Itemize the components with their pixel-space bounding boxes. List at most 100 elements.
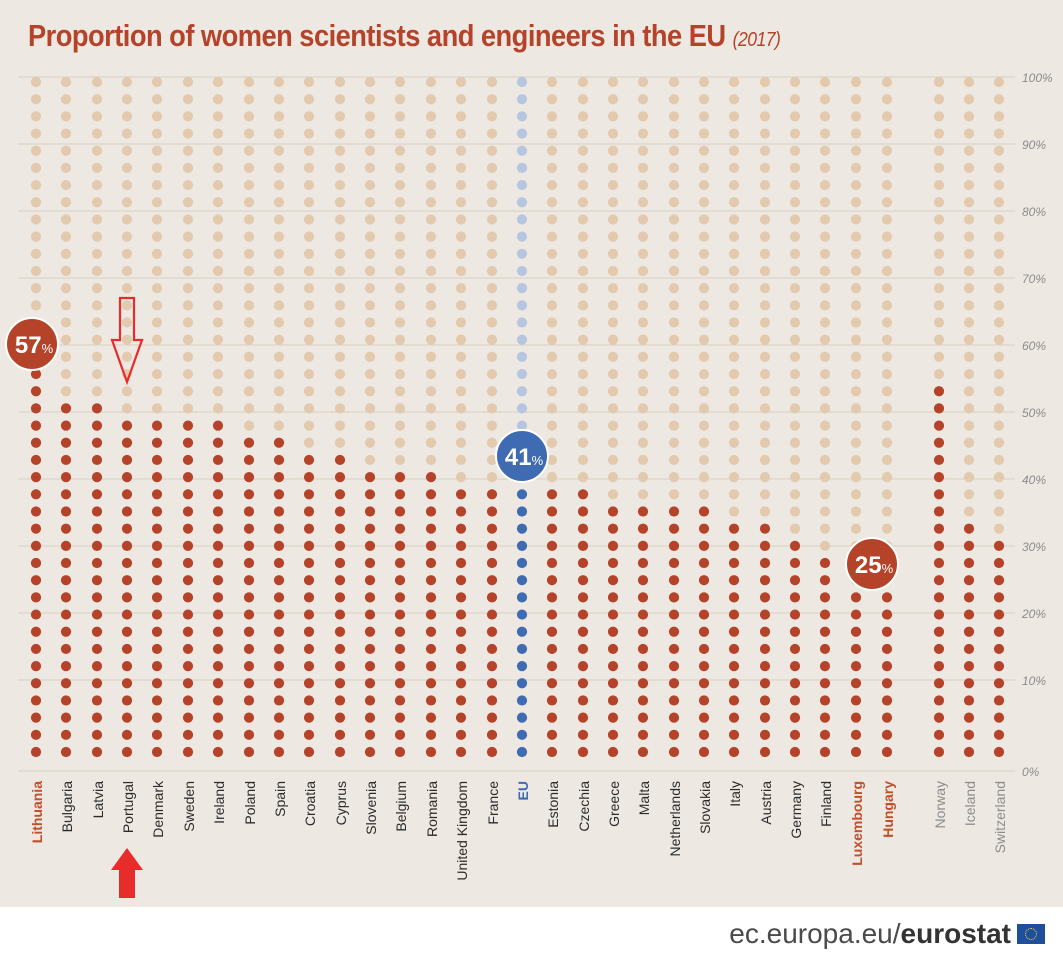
dot-empty bbox=[364, 76, 376, 88]
dot-filled bbox=[759, 626, 771, 637]
dot-filled bbox=[303, 575, 315, 586]
dot-empty bbox=[516, 283, 528, 294]
dot-filled bbox=[151, 729, 163, 740]
dot-filled bbox=[182, 523, 194, 534]
dot-empty bbox=[819, 317, 831, 328]
dot-empty bbox=[182, 76, 194, 88]
dot-empty bbox=[577, 111, 589, 122]
dot-empty bbox=[881, 111, 893, 122]
dot-filled bbox=[394, 661, 406, 672]
dot-filled bbox=[182, 609, 194, 620]
dot-empty bbox=[789, 506, 801, 517]
dot-empty bbox=[91, 283, 103, 294]
dot-empty bbox=[577, 248, 589, 259]
dot-empty bbox=[486, 214, 498, 225]
dot-empty bbox=[303, 420, 315, 431]
dot-filled bbox=[151, 626, 163, 637]
dot-empty bbox=[759, 111, 771, 122]
dot-filled bbox=[212, 472, 224, 483]
dot-empty bbox=[243, 351, 255, 362]
dot-empty bbox=[789, 420, 801, 431]
dot-empty bbox=[516, 76, 528, 88]
dot-empty bbox=[425, 111, 437, 122]
dot-filled bbox=[607, 746, 619, 758]
dot-filled bbox=[607, 523, 619, 534]
dot-filled bbox=[789, 557, 801, 569]
callout-value: 41% bbox=[505, 444, 544, 471]
dot-empty bbox=[546, 386, 558, 397]
dot-filled bbox=[728, 609, 740, 620]
dot-filled bbox=[334, 609, 346, 620]
dot-empty bbox=[993, 334, 1005, 345]
dot-empty bbox=[577, 94, 589, 105]
dot-empty bbox=[91, 231, 103, 242]
dot-empty bbox=[151, 317, 163, 328]
dot-filled bbox=[759, 643, 771, 655]
dot-filled bbox=[121, 472, 133, 483]
dot-filled bbox=[91, 557, 103, 569]
dot-empty bbox=[668, 94, 680, 105]
dot-filled bbox=[243, 540, 255, 551]
dot-empty bbox=[850, 128, 862, 139]
dot-empty bbox=[91, 300, 103, 311]
dot-empty bbox=[182, 231, 194, 242]
dot-empty bbox=[364, 214, 376, 225]
dot-filled bbox=[698, 695, 710, 706]
dot-empty bbox=[759, 283, 771, 294]
dot-empty bbox=[850, 94, 862, 105]
dot-empty bbox=[933, 317, 945, 328]
dot-filled bbox=[789, 540, 801, 551]
dot-empty bbox=[607, 231, 619, 242]
dot-empty bbox=[273, 128, 285, 139]
dot-empty bbox=[759, 300, 771, 311]
dot-empty bbox=[151, 179, 163, 191]
dot-empty bbox=[121, 351, 133, 362]
dot-empty bbox=[993, 179, 1005, 191]
category-label: Sweden bbox=[181, 781, 197, 832]
dot-empty bbox=[546, 317, 558, 328]
dot-filled bbox=[933, 643, 945, 655]
dot-empty bbox=[455, 386, 467, 397]
dot-filled bbox=[60, 729, 72, 740]
dot-empty bbox=[455, 76, 467, 88]
dot-empty bbox=[273, 179, 285, 191]
dot-empty bbox=[60, 111, 72, 122]
category-label: Norway bbox=[932, 781, 948, 828]
dot-empty bbox=[789, 454, 801, 466]
dot-empty bbox=[850, 334, 862, 345]
dot-filled bbox=[963, 626, 975, 637]
dot-filled bbox=[212, 540, 224, 551]
dot-empty bbox=[364, 231, 376, 242]
dot-empty bbox=[607, 248, 619, 259]
dot-empty bbox=[394, 300, 406, 311]
dot-filled bbox=[850, 729, 862, 740]
dot-filled bbox=[728, 575, 740, 586]
dot-filled bbox=[486, 506, 498, 517]
dot-empty bbox=[516, 317, 528, 328]
dot-empty bbox=[789, 403, 801, 414]
dot-empty bbox=[759, 265, 771, 277]
dot-filled bbox=[334, 729, 346, 740]
dot-filled bbox=[182, 540, 194, 551]
dot-empty bbox=[151, 368, 163, 380]
dot-empty bbox=[577, 76, 589, 88]
dot-empty bbox=[881, 523, 893, 534]
dot-filled bbox=[881, 626, 893, 637]
dot-empty bbox=[334, 403, 346, 414]
dot-empty bbox=[516, 231, 528, 242]
dot-filled bbox=[91, 540, 103, 551]
dot-empty bbox=[364, 94, 376, 105]
dot-filled bbox=[607, 678, 619, 689]
dot-empty bbox=[91, 248, 103, 259]
dot-filled bbox=[121, 592, 133, 603]
dot-filled bbox=[933, 420, 945, 431]
dot-filled bbox=[273, 540, 285, 551]
dot-filled bbox=[850, 695, 862, 706]
dot-empty bbox=[364, 368, 376, 380]
dot-empty bbox=[607, 179, 619, 191]
callout-luxembourg: 25% bbox=[845, 537, 899, 591]
y-tick-label: 40% bbox=[1022, 473, 1046, 487]
dot-empty bbox=[881, 506, 893, 517]
dot-empty bbox=[819, 386, 831, 397]
dot-filled bbox=[182, 643, 194, 655]
